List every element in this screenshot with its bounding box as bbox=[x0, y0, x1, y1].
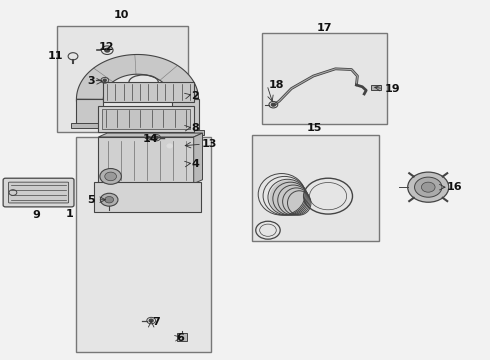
Text: 6: 6 bbox=[176, 333, 184, 343]
Polygon shape bbox=[194, 133, 202, 184]
FancyBboxPatch shape bbox=[8, 182, 69, 203]
Text: 18: 18 bbox=[269, 80, 284, 90]
Text: 10: 10 bbox=[114, 10, 129, 20]
Text: 9: 9 bbox=[32, 211, 40, 220]
Text: 14: 14 bbox=[143, 134, 158, 144]
Text: 3: 3 bbox=[87, 76, 95, 86]
Polygon shape bbox=[71, 123, 106, 128]
Text: 1: 1 bbox=[65, 209, 73, 219]
Text: 2: 2 bbox=[191, 91, 199, 101]
Text: 19: 19 bbox=[384, 84, 400, 94]
Text: 5: 5 bbox=[87, 195, 95, 205]
Circle shape bbox=[167, 144, 172, 148]
Text: 17: 17 bbox=[317, 23, 332, 33]
Circle shape bbox=[103, 79, 106, 81]
Text: 13: 13 bbox=[202, 139, 218, 149]
Circle shape bbox=[105, 48, 110, 52]
Circle shape bbox=[105, 172, 117, 181]
Bar bbox=[98, 106, 194, 132]
Polygon shape bbox=[98, 133, 202, 137]
Text: 8: 8 bbox=[191, 123, 199, 133]
Bar bbox=[103, 82, 194, 102]
Bar bbox=[371, 85, 381, 90]
Circle shape bbox=[149, 319, 153, 322]
Circle shape bbox=[415, 177, 442, 197]
Polygon shape bbox=[165, 137, 180, 153]
Polygon shape bbox=[76, 99, 103, 125]
Circle shape bbox=[408, 172, 449, 202]
Bar bbox=[252, 135, 379, 241]
Text: 16: 16 bbox=[446, 182, 462, 192]
Polygon shape bbox=[172, 99, 198, 132]
Bar bbox=[94, 182, 201, 212]
Bar bbox=[102, 109, 190, 129]
Text: 4: 4 bbox=[191, 159, 199, 169]
Text: 7: 7 bbox=[152, 317, 160, 327]
Bar bbox=[57, 26, 188, 132]
Circle shape bbox=[105, 197, 114, 203]
Circle shape bbox=[421, 182, 435, 192]
Circle shape bbox=[154, 136, 158, 139]
Circle shape bbox=[100, 168, 122, 184]
Circle shape bbox=[271, 103, 275, 106]
Bar bbox=[98, 137, 194, 184]
Polygon shape bbox=[76, 54, 198, 103]
Bar bbox=[262, 33, 387, 125]
Bar bbox=[176, 333, 187, 341]
Text: 15: 15 bbox=[307, 123, 322, 133]
Ellipse shape bbox=[270, 180, 309, 216]
Polygon shape bbox=[169, 130, 204, 135]
Bar bbox=[76, 137, 211, 352]
Text: 11: 11 bbox=[48, 51, 63, 61]
Text: 12: 12 bbox=[98, 42, 114, 52]
Circle shape bbox=[100, 193, 118, 206]
FancyBboxPatch shape bbox=[3, 178, 74, 207]
